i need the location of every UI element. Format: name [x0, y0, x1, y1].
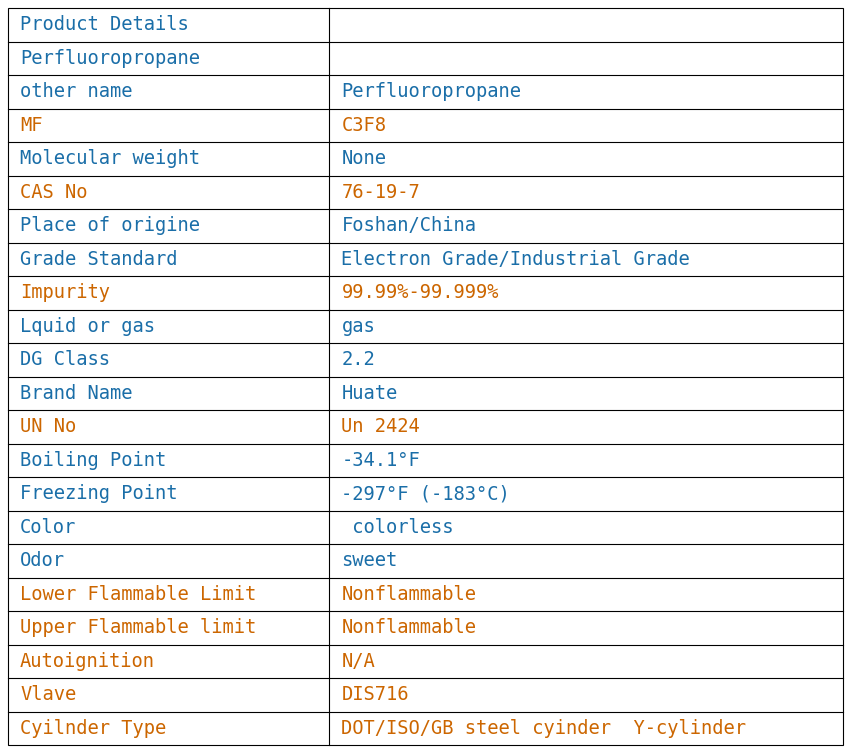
- Text: Product Details: Product Details: [20, 15, 189, 34]
- Text: Freezing Point: Freezing Point: [20, 484, 178, 503]
- Text: DIS716: DIS716: [341, 685, 409, 704]
- Text: MF: MF: [20, 116, 43, 135]
- Text: Upper Flammable limit: Upper Flammable limit: [20, 618, 256, 637]
- Text: other name: other name: [20, 82, 133, 101]
- Text: Impurity: Impurity: [20, 283, 110, 302]
- Text: N/A: N/A: [341, 652, 375, 671]
- Text: UN No: UN No: [20, 417, 77, 436]
- Text: Lower Flammable Limit: Lower Flammable Limit: [20, 585, 256, 604]
- Text: DG Class: DG Class: [20, 350, 110, 369]
- Text: Foshan/China: Foshan/China: [341, 216, 477, 235]
- Text: 99.99%-99.999%: 99.99%-99.999%: [341, 283, 499, 302]
- Text: Molecular weight: Molecular weight: [20, 149, 200, 168]
- Text: CAS No: CAS No: [20, 183, 88, 202]
- Text: 2.2: 2.2: [341, 350, 375, 369]
- Text: Nonflammable: Nonflammable: [341, 585, 477, 604]
- Text: Electron Grade/Industrial Grade: Electron Grade/Industrial Grade: [341, 250, 690, 269]
- Text: colorless: colorless: [341, 518, 454, 537]
- Text: -34.1°F: -34.1°F: [341, 451, 420, 470]
- Text: -297°F (-183°C): -297°F (-183°C): [341, 484, 511, 503]
- Text: Odor: Odor: [20, 551, 65, 570]
- Text: Autoignition: Autoignition: [20, 652, 155, 671]
- Text: 76-19-7: 76-19-7: [341, 183, 420, 202]
- Text: Perfluoropropane: Perfluoropropane: [20, 49, 200, 68]
- Text: Nonflammable: Nonflammable: [341, 618, 477, 637]
- Text: Grade Standard: Grade Standard: [20, 250, 178, 269]
- Text: C3F8: C3F8: [341, 116, 386, 135]
- Text: sweet: sweet: [341, 551, 397, 570]
- Text: Perfluoropropane: Perfluoropropane: [341, 82, 522, 101]
- Text: Vlave: Vlave: [20, 685, 77, 704]
- Text: Cyilnder Type: Cyilnder Type: [20, 719, 166, 738]
- Text: Huate: Huate: [341, 384, 397, 403]
- Text: gas: gas: [341, 317, 375, 336]
- Text: Boiling Point: Boiling Point: [20, 451, 166, 470]
- Text: DOT/ISO/GB steel cyinder  Y-cylinder: DOT/ISO/GB steel cyinder Y-cylinder: [341, 719, 746, 738]
- Text: Un 2424: Un 2424: [341, 417, 420, 436]
- Text: Color: Color: [20, 518, 77, 537]
- Text: Lquid or gas: Lquid or gas: [20, 317, 155, 336]
- Text: Place of origine: Place of origine: [20, 216, 200, 235]
- Text: Brand Name: Brand Name: [20, 384, 133, 403]
- Text: None: None: [341, 149, 386, 168]
